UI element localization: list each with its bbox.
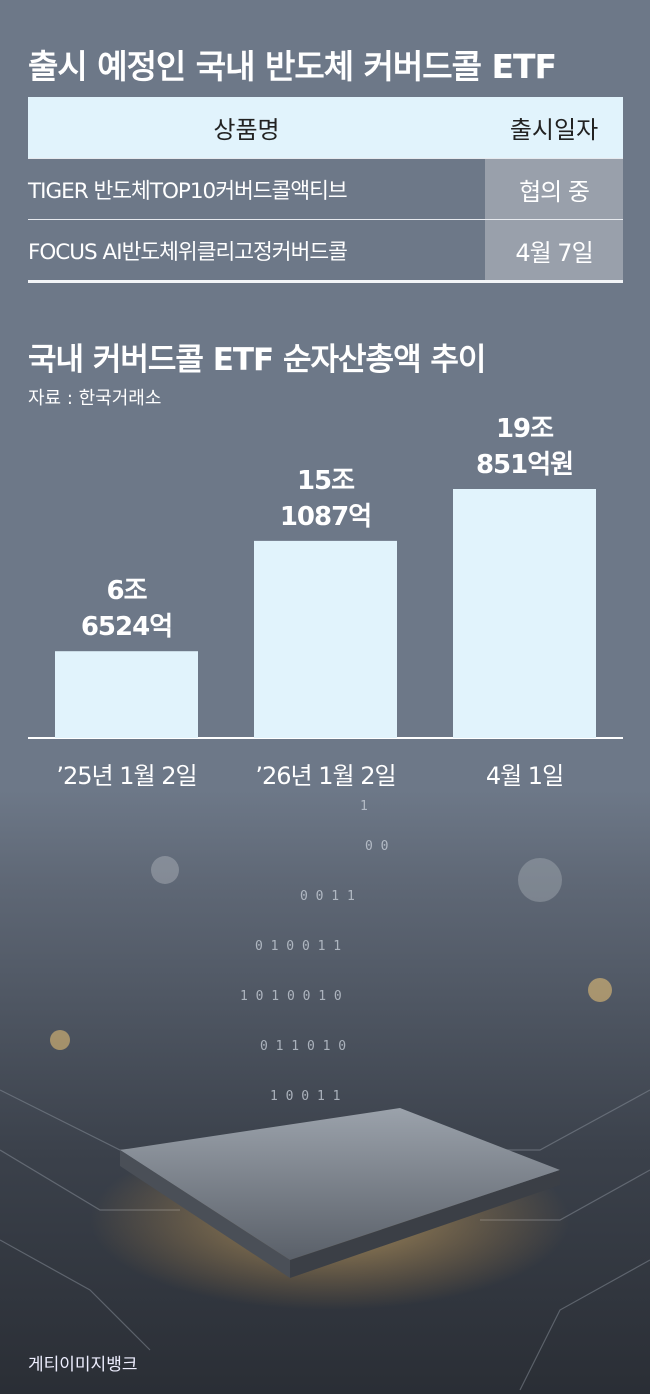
- svg-text:0 1 0 0 1 1: 0 1 0 0 1 1: [255, 939, 341, 954]
- x-tick-label: ’25년 1월 2일: [56, 762, 196, 790]
- bar: [254, 540, 397, 738]
- bar: [453, 489, 596, 738]
- svg-text:1 0 1 0 0 1 0: 1 0 1 0 0 1 0: [240, 989, 342, 1004]
- table-header: 상품명 출시일자: [28, 97, 623, 158]
- etf-table: 상품명 출시일자 TIGER 반도체TOP10커버드콜액티브 협의 중 FOCU…: [28, 97, 623, 283]
- circuit-chip-photo: 1 0 0 0 0 1 1 0 1 0 0 1 1 1 0 1 0 0 1 0 0 1…: [0, 790, 650, 1394]
- data-label: 6조: [106, 576, 147, 606]
- table-title: 출시 예정인 국내 반도체 커버드콜 ETF: [28, 47, 557, 86]
- header-launch-date: 출시일자: [509, 116, 599, 144]
- svg-text:0 0: 0 0: [365, 839, 388, 854]
- data-label: 1087억: [280, 502, 371, 532]
- bar-chart: 6조 6524억 ’25년 1월 2일 15조 1087억 ’26년 1월 2일 19조 85…: [28, 414, 623, 790]
- header-product-name: 상품명: [213, 116, 280, 144]
- x-tick-label: 4월 1일: [486, 762, 563, 790]
- bar: [55, 651, 198, 738]
- launch-date: 4월 7일: [485, 220, 623, 280]
- svg-text:1: 1: [360, 799, 368, 814]
- data-label: 6524억: [81, 612, 172, 642]
- table-bottom-rule: [28, 280, 623, 283]
- chart-title: 국내 커버드콜 ETF 순자산총액 추이: [28, 342, 486, 378]
- svg-text:0 0 1 1: 0 0 1 1: [300, 889, 355, 904]
- data-label: 15조: [297, 466, 355, 496]
- svg-text:0 1 1 0 1 0: 0 1 1 0 1 0: [260, 1039, 346, 1054]
- x-tick-label: ’26년 1월 2일: [255, 762, 395, 790]
- product-name: FOCUS AI반도체위클리고정커버드콜: [28, 239, 348, 265]
- table-row: TIGER 반도체TOP10커버드콜액티브 협의 중: [28, 158, 623, 219]
- chart-source: 자료 : 한국거래소: [28, 388, 162, 409]
- product-name: TIGER 반도체TOP10커버드콜액티브: [28, 178, 348, 204]
- data-label: 19조: [496, 414, 554, 444]
- svg-text:1 0 0 1 1: 1 0 0 1 1: [270, 1089, 340, 1104]
- launch-date: 협의 중: [485, 159, 623, 219]
- image-credit: 게티이미지뱅크: [28, 1355, 138, 1375]
- data-label: 851억원: [476, 450, 573, 480]
- table-row: FOCUS AI반도체위클리고정커버드콜 4월 7일: [28, 219, 623, 280]
